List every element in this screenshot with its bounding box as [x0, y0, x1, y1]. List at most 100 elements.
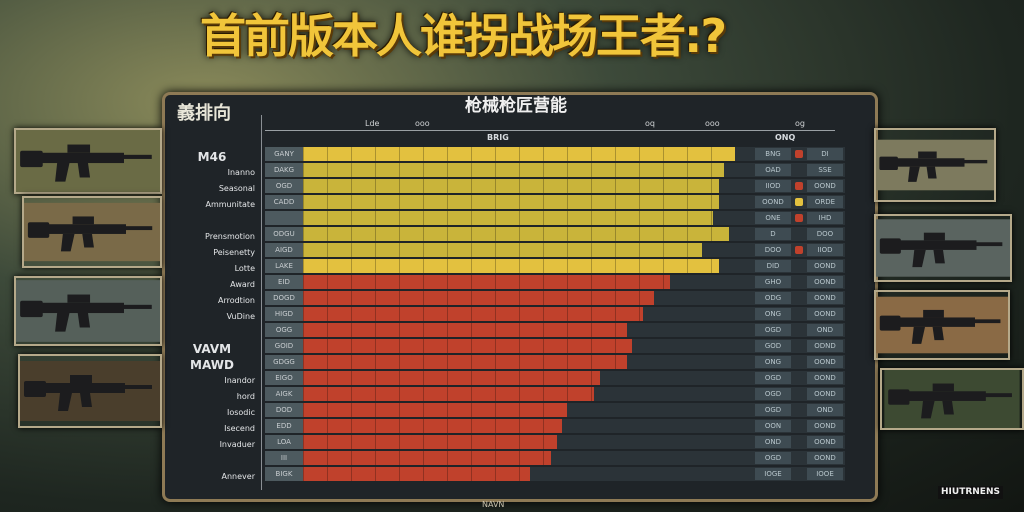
table-row: AIGD DOO IIOD [265, 243, 845, 257]
row-label [169, 213, 257, 229]
value-cell: IHD [807, 212, 843, 224]
table-row: CADD OOND ORDE [265, 195, 845, 209]
top-tick: Lde [365, 119, 380, 128]
row-tag: DOGD [265, 291, 303, 305]
weapon-stats-panel: 義排向 枪械枪匠营能 Lde ooo oq ooo og BRIG ONQ M4… [162, 92, 878, 502]
stat-bar [303, 147, 735, 161]
value-cell: GOD [755, 340, 791, 352]
value-cell: OOND [807, 452, 843, 464]
row-label: Inanno [227, 168, 255, 177]
panel-footer: NAVN [482, 500, 505, 509]
stat-bar [303, 243, 702, 257]
watermark: HIUTRNENS [938, 486, 1003, 499]
value-cell: DI [807, 148, 843, 160]
value-cell: IIOD [807, 244, 843, 256]
status-chip [795, 150, 803, 158]
stat-bar [303, 403, 567, 417]
value-cell: OND [807, 324, 843, 336]
stat-bar [303, 275, 670, 289]
rifle-icon [884, 370, 1020, 428]
value-cell: D [755, 228, 791, 240]
weapon-image-rifle-dark [874, 214, 1012, 282]
stat-bar [303, 323, 627, 337]
status-chip [795, 246, 803, 254]
top-tick: ooo [705, 119, 720, 128]
value-cell: ONG [755, 308, 791, 320]
row-tag [265, 211, 303, 225]
value-cell: IOGE [755, 468, 791, 480]
table-row: GANY BNG DI [265, 147, 845, 161]
row-tag: EIGO [265, 371, 303, 385]
weapon-image-rifle-sand [874, 290, 1010, 360]
top-tick: ooo [415, 119, 430, 128]
stat-bar [303, 307, 643, 321]
value-cell: OGD [755, 372, 791, 384]
value-cell: OON [755, 420, 791, 432]
table-row: EID GHO OOND [265, 275, 845, 289]
stat-rows: GANY BNG DI DAKG OAD SSE OGD IIOD OOND CADD OOND OR… [265, 147, 845, 483]
stat-bar [303, 339, 632, 353]
stat-bar [303, 227, 729, 241]
row-tag: OGG [265, 323, 303, 337]
row-tag: ODGU [265, 227, 303, 241]
rifle-icon [876, 139, 994, 191]
value-cell: OOND [807, 180, 843, 192]
top-tick: oq [645, 119, 655, 128]
panel-title: 枪械枪匠营能 [465, 96, 567, 116]
value-cell: ODG [755, 292, 791, 304]
value-cell: GHO [755, 276, 791, 288]
table-row: BIGK IOGE IOOE [265, 467, 845, 481]
table-row: ONE IHD [265, 211, 845, 225]
value-cell: OGD [755, 324, 791, 336]
panel-left-title: 義排向 [177, 103, 231, 124]
value-cell: ONE [755, 212, 791, 224]
stat-bar [303, 163, 724, 177]
value-cell: OND [755, 436, 791, 448]
rifle-icon [876, 219, 1010, 277]
stat-bar [303, 435, 557, 449]
weapon-image-carbine [22, 196, 162, 268]
weapon-image-rifle-outdoor [874, 128, 996, 202]
table-row: GDGG ONG OOND [265, 355, 845, 369]
rifle-icon [24, 202, 160, 262]
value-cell: OOND [807, 420, 843, 432]
table-row: III OGD OOND [265, 451, 845, 465]
row-label: M46 [197, 150, 227, 164]
row-label: Peisenetty [213, 248, 255, 257]
row-tag: LAKE [265, 259, 303, 273]
value-cell: OAD [755, 164, 791, 176]
column-header: ONQ [775, 133, 796, 142]
table-row: OGD IIOD OOND [265, 179, 845, 193]
value-cell: IOOE [807, 468, 843, 480]
weapon-image-assault-rifle [14, 128, 162, 194]
stat-bar [303, 195, 719, 209]
table-row: ODGU D DOO [265, 227, 845, 241]
rifle-icon [16, 130, 160, 192]
value-cell: OOND [807, 308, 843, 320]
weapon-image-sniper-rifle [880, 368, 1024, 430]
weapon-image-rifle-m4 [14, 276, 162, 346]
weapon-image-rifle-scoped [18, 354, 162, 428]
row-tag: HIGD [265, 307, 303, 321]
value-cell: BNG [755, 148, 791, 160]
top-axis [265, 130, 835, 131]
row-label: Inandor [224, 376, 255, 385]
value-cell: ODND [807, 340, 843, 352]
row-label [169, 453, 257, 469]
stat-bar [303, 291, 654, 305]
row-labels: M46 Inanno Seasonal Ammunitate Prensmotion Pe… [169, 149, 257, 485]
value-cell: OOND [755, 196, 791, 208]
value-cell: OOND [807, 436, 843, 448]
table-row: DAKG OAD SSE [265, 163, 845, 177]
table-row: GOID GOD ODND [265, 339, 845, 353]
stat-bar [303, 467, 530, 481]
row-label: Seasonal [218, 184, 255, 193]
rifle-icon [16, 280, 160, 342]
row-label [169, 325, 257, 341]
stat-bar [303, 451, 551, 465]
stat-bar [303, 371, 600, 385]
row-tag: GANY [265, 147, 303, 161]
top-tick: og [795, 119, 805, 128]
status-chip [795, 198, 803, 206]
row-tag: BIGK [265, 467, 303, 481]
